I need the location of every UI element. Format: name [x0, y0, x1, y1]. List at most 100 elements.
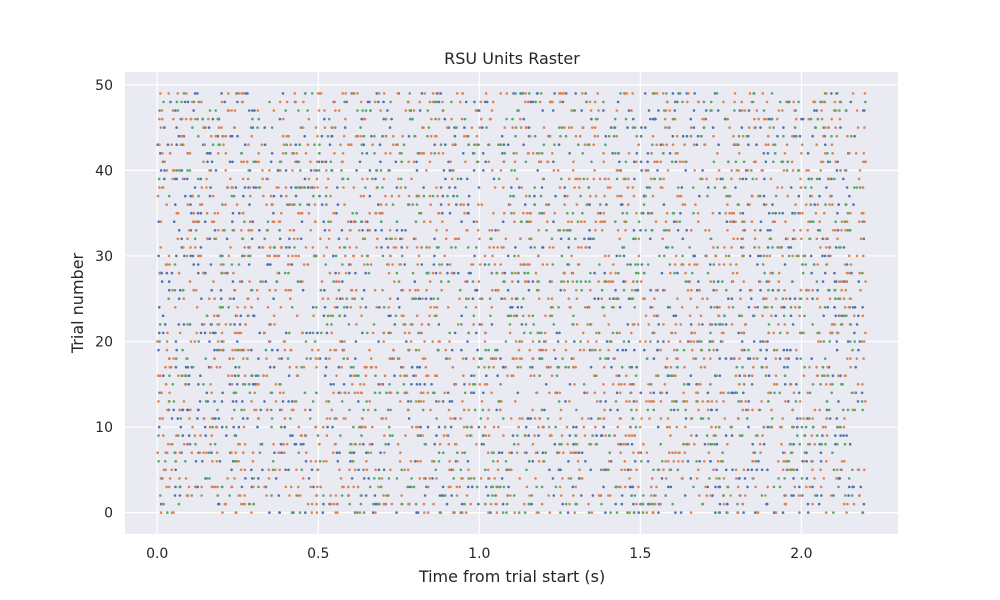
y-tick-label: 40	[95, 163, 113, 179]
spike-point	[708, 263, 712, 266]
spike-point	[448, 340, 451, 343]
spike-point	[399, 177, 403, 181]
spike-point	[497, 400, 501, 403]
spike-point	[801, 117, 805, 121]
spike-point	[162, 374, 165, 378]
spike-point	[348, 451, 352, 455]
spike-point	[815, 237, 819, 241]
spike-point	[422, 186, 425, 189]
spike-point	[388, 297, 392, 301]
spike-point	[819, 169, 822, 172]
spike-point	[551, 477, 555, 480]
spike-point	[178, 288, 182, 292]
spike-point	[622, 246, 625, 249]
spike-point	[251, 220, 255, 223]
spike-point	[772, 331, 775, 335]
spike-point	[381, 254, 385, 258]
spike-point	[364, 186, 367, 189]
spike-point	[176, 434, 180, 437]
spike-point	[388, 254, 392, 258]
spike-point	[236, 331, 239, 335]
spike-point	[851, 468, 854, 472]
spike-point	[331, 254, 335, 258]
spike-point	[488, 117, 492, 121]
spike-point	[448, 186, 451, 189]
spike-point	[556, 340, 560, 343]
spike-point	[362, 442, 365, 446]
spike-point	[701, 417, 705, 420]
spike-point	[715, 348, 719, 352]
spike-point	[659, 348, 662, 352]
spike-point	[853, 408, 856, 412]
spike-point	[407, 400, 410, 403]
spike-point	[494, 229, 497, 232]
spike-point	[377, 477, 381, 480]
spike-point	[768, 237, 772, 241]
spike-point	[806, 152, 810, 155]
spike-point	[762, 254, 766, 258]
spike-point	[168, 263, 171, 266]
spike-point	[619, 92, 622, 95]
spike-point	[853, 314, 856, 318]
spike-point	[692, 109, 696, 112]
spike-point	[345, 100, 348, 104]
spike-point	[713, 306, 716, 309]
spike-point	[753, 511, 757, 514]
spike-point	[283, 340, 287, 343]
spike-point	[781, 160, 785, 164]
spike-point	[620, 502, 624, 506]
spike-point	[193, 92, 197, 95]
spike-point	[674, 254, 678, 258]
spike-point	[423, 340, 426, 343]
spike-point	[466, 340, 469, 343]
spike-point	[329, 348, 332, 352]
spike-point	[273, 254, 276, 258]
spike-point	[223, 100, 227, 104]
spike-point	[626, 323, 630, 326]
spike-point	[214, 169, 218, 172]
spike-point	[787, 254, 791, 258]
spike-point	[193, 485, 197, 489]
spike-point	[615, 331, 619, 335]
spike-point	[383, 374, 387, 378]
spike-point	[649, 494, 653, 497]
spike-point	[385, 237, 388, 241]
spike-point	[238, 323, 242, 326]
spike-point	[512, 92, 515, 95]
spike-point	[316, 468, 319, 472]
spike-point	[351, 297, 354, 301]
spike-point	[346, 220, 350, 223]
spike-point	[710, 323, 714, 326]
spike-point	[505, 511, 508, 514]
spike-point	[652, 314, 656, 318]
spike-point	[229, 246, 232, 249]
spike-point	[385, 203, 388, 206]
spike-point	[770, 92, 774, 95]
spike-point	[497, 288, 500, 292]
spike-point	[281, 400, 285, 403]
spike-point	[607, 494, 610, 497]
spike-point	[421, 357, 425, 360]
spike-point	[689, 229, 693, 232]
spike-point	[403, 331, 407, 335]
spike-point	[177, 323, 181, 326]
spike-point	[499, 400, 503, 403]
spike-point	[501, 220, 505, 223]
spike-point	[722, 391, 725, 395]
spike-point	[695, 306, 699, 309]
spike-point	[205, 152, 209, 155]
spike-point	[854, 365, 857, 369]
spike-point	[511, 434, 515, 437]
spike-point	[606, 186, 610, 189]
spike-point	[427, 271, 430, 275]
spike-point	[438, 271, 442, 275]
spike-point	[836, 442, 839, 446]
spike-point	[559, 100, 562, 104]
spike-point	[231, 348, 234, 352]
spike-point	[522, 331, 526, 335]
spike-point	[674, 374, 677, 378]
spike-point	[549, 434, 553, 437]
spike-point	[227, 306, 230, 309]
spike-point	[288, 229, 292, 232]
spike-point	[290, 306, 294, 309]
